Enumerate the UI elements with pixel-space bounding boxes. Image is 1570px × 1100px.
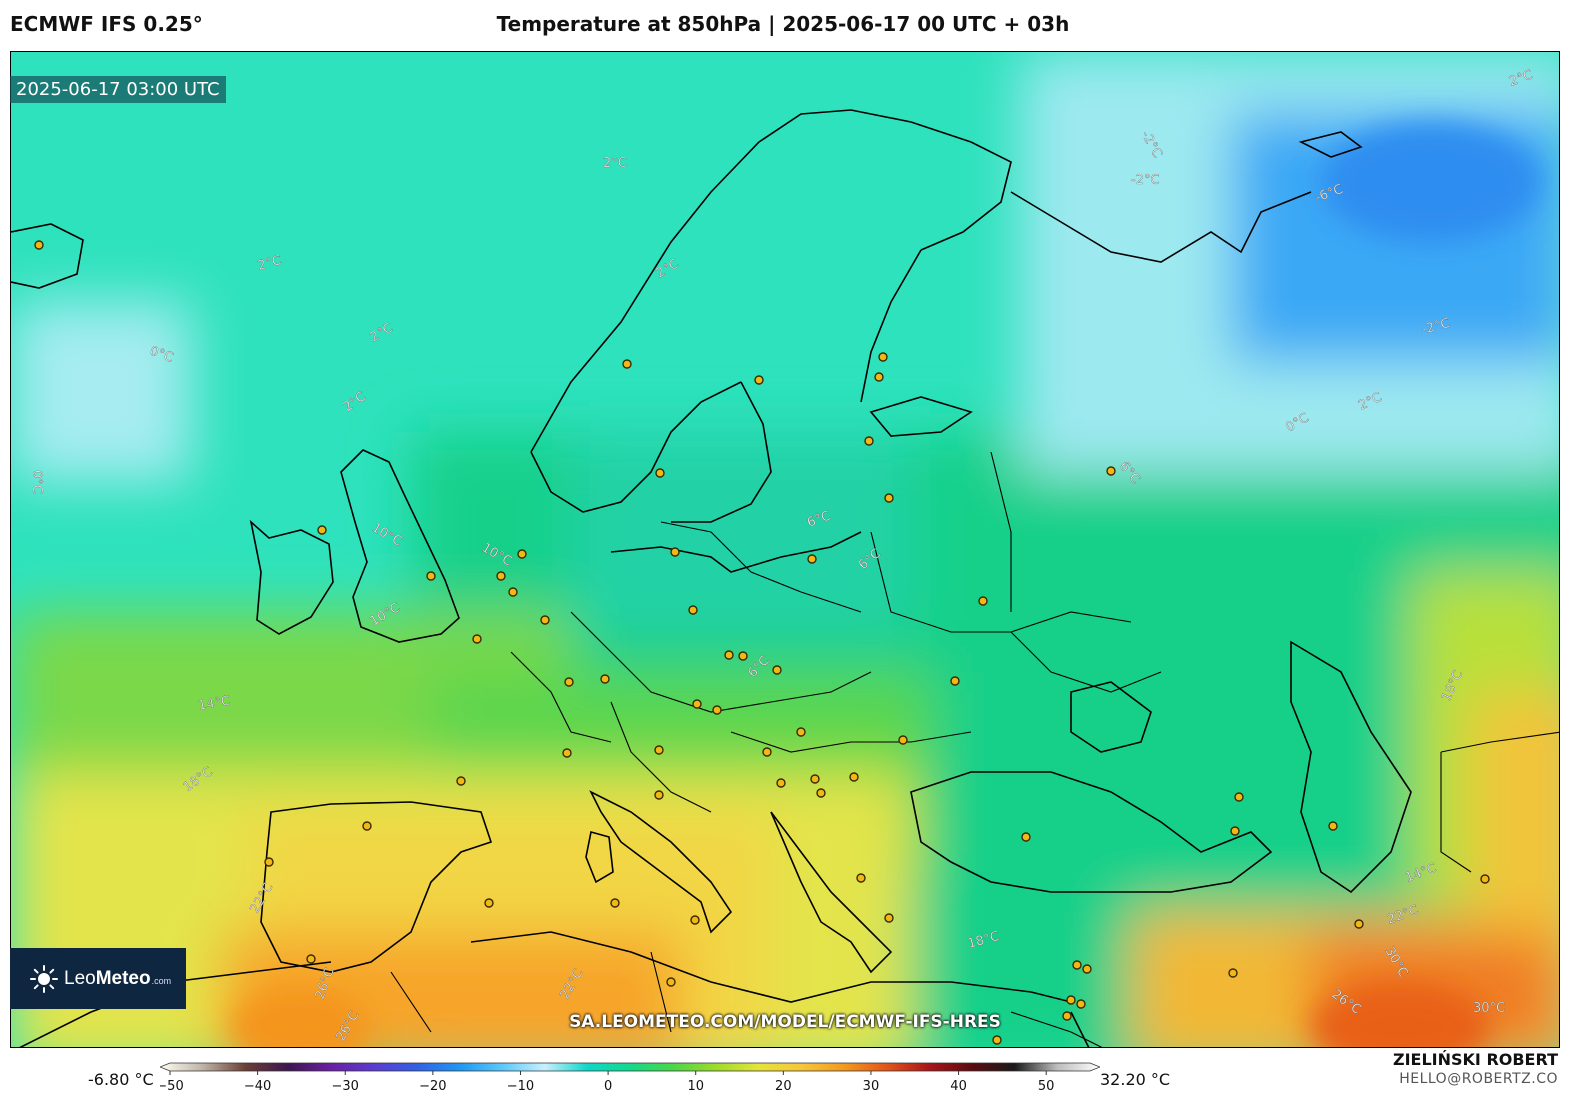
city-marker <box>978 596 988 606</box>
colorbar-tick-label: −40 <box>244 1079 271 1093</box>
city-marker <box>712 705 722 715</box>
city-marker <box>1021 832 1031 842</box>
city-marker <box>670 547 680 557</box>
map-canvas: -2°C -2°C -6°C -2°C 0°C 2°C 2°C 2°C 0°C … <box>11 52 1559 1047</box>
city-marker <box>562 748 572 758</box>
city-marker <box>1072 960 1082 970</box>
city-marker <box>688 605 698 615</box>
author-name: ZIELIŃSKI ROBERT <box>1392 1050 1558 1069</box>
valid-time-badge: 2025-06-17 03:00 UTC <box>10 76 226 103</box>
city-marker <box>796 727 806 737</box>
city-marker <box>810 774 820 784</box>
colorbar-tick-label: −20 <box>419 1079 446 1093</box>
colorbar-tick-label: −30 <box>332 1079 359 1093</box>
city-marker <box>654 745 664 755</box>
city-marker <box>772 665 782 675</box>
author-email[interactable]: HELLO@ROBERTZ.CO <box>1399 1071 1558 1087</box>
isotherm-label: -2°C <box>1420 316 1451 338</box>
temperature-map[interactable]: -2°C -2°C -6°C -2°C 0°C 2°C 2°C 2°C 0°C … <box>10 51 1560 1048</box>
city-marker <box>610 898 620 908</box>
city-marker <box>816 788 826 798</box>
colorbar-tick-label: 50 <box>1038 1079 1055 1093</box>
city-marker <box>264 857 274 867</box>
city-marker <box>362 821 372 831</box>
city-marker <box>762 747 772 757</box>
colorbar-min-label: -6.80 °C <box>88 1070 154 1089</box>
city-marker <box>456 776 466 786</box>
colorbar-tick-label: −10 <box>507 1079 534 1093</box>
city-marker <box>34 240 44 250</box>
city-marker <box>1354 919 1364 929</box>
city-marker <box>690 915 700 925</box>
city-marker <box>776 778 786 788</box>
colorbar-max-label: 32.20 °C <box>1100 1070 1171 1089</box>
isotherm-label: -2°C <box>1131 173 1160 188</box>
isotherm-label: 2°C <box>256 253 283 274</box>
city-marker <box>807 554 817 564</box>
city-marker <box>738 651 748 661</box>
city-marker <box>1076 999 1086 1009</box>
colorbar: −50 −40 −30 −20 −10 0 10 20 30 40 50 <box>160 1062 1100 1093</box>
city-marker <box>1228 968 1238 978</box>
city-marker <box>564 677 574 687</box>
source-url[interactable]: SA.LEOMETEO.COM/MODEL/ECMWF-IFS-HRES <box>569 1012 1001 1032</box>
isotherm-label: 14°C <box>197 694 231 714</box>
sun-icon <box>30 964 58 993</box>
colorbar-tick-label: 20 <box>775 1079 792 1093</box>
city-marker <box>874 372 884 382</box>
city-marker <box>1106 466 1116 476</box>
colorbar-tick-label: 40 <box>950 1079 967 1093</box>
isotherm-label: 2°C <box>603 156 627 171</box>
coastlines <box>11 109 1412 1047</box>
city-marker <box>517 549 527 559</box>
city-marker <box>1480 874 1490 884</box>
city-marker <box>666 977 676 987</box>
city-marker <box>1234 792 1244 802</box>
leometeo-logo[interactable]: LeoMeteo.com <box>10 948 186 1009</box>
city-marker <box>484 898 494 908</box>
city-marker <box>898 735 908 745</box>
city-marker <box>426 571 436 581</box>
city-marker <box>884 913 894 923</box>
city-marker <box>1328 821 1338 831</box>
city-marker <box>654 790 664 800</box>
city-marker <box>306 954 316 964</box>
logo-wordmark: LeoMeteo.com <box>64 967 172 989</box>
city-marker <box>692 699 702 709</box>
city-marker <box>856 873 866 883</box>
city-marker <box>1082 964 1092 974</box>
city-marker <box>849 772 859 782</box>
colorbar-tick-label: 10 <box>687 1079 704 1093</box>
city-marker <box>317 525 327 535</box>
colorbar-tick-label: 0 <box>604 1079 612 1093</box>
city-marker <box>540 615 550 625</box>
city-marker <box>724 650 734 660</box>
city-marker <box>508 587 518 597</box>
chart-title: Temperature at 850hPa | 2025-06-17 00 UT… <box>496 12 1070 36</box>
city-marker <box>864 436 874 446</box>
city-marker <box>992 1035 1002 1045</box>
city-marker <box>950 676 960 686</box>
colorbar-tick-label: 30 <box>863 1079 880 1093</box>
temperature-field <box>11 52 1559 1047</box>
city-marker <box>884 493 894 503</box>
city-marker <box>1062 1011 1072 1021</box>
colorbar-tick-label: −50 <box>160 1079 184 1093</box>
city-marker <box>1230 826 1240 836</box>
city-marker <box>655 468 665 478</box>
colorbar-ticks: −50 −40 −30 −20 −10 0 10 20 30 40 50 <box>160 1071 1054 1093</box>
isotherm-label: 0°C <box>29 470 44 494</box>
borders <box>390 451 1559 1047</box>
isotherm-label: 30°C <box>1473 1001 1505 1016</box>
city-marker <box>496 571 506 581</box>
model-title: ECMWF IFS 0.25° <box>10 12 203 36</box>
city-marker <box>622 359 632 369</box>
city-marker <box>878 352 888 362</box>
city-marker <box>1066 995 1076 1005</box>
city-markers <box>34 240 1490 1045</box>
city-marker <box>754 375 764 385</box>
city-marker <box>600 674 610 684</box>
colorbar-gradient <box>160 1062 1100 1072</box>
city-marker <box>472 634 482 644</box>
